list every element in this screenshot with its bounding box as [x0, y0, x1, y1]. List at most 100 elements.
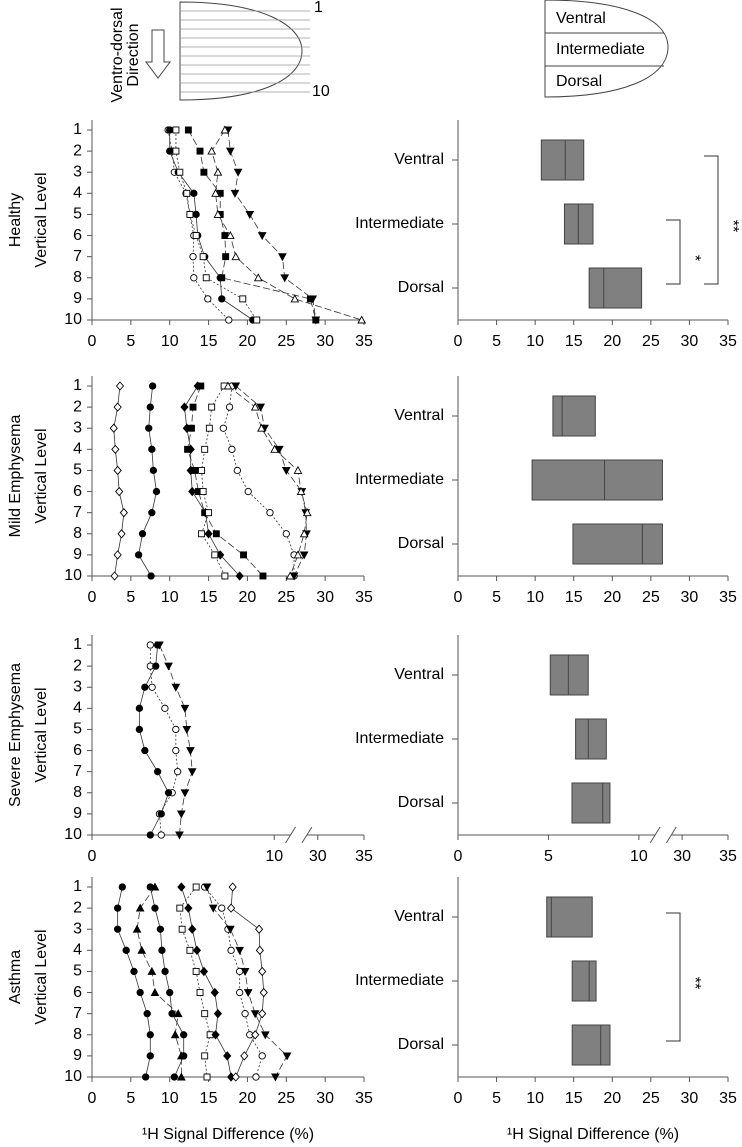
marker	[176, 168, 184, 176]
marker	[170, 1073, 179, 1081]
y-axis-label: Vertical Level	[33, 428, 50, 523]
series-line	[187, 385, 264, 577]
y-axis-label: Vertical Level	[33, 687, 50, 782]
marker	[357, 315, 367, 324]
marker	[299, 551, 309, 560]
marker	[151, 904, 159, 912]
level-bottom: 10	[312, 83, 330, 100]
marker	[196, 147, 204, 155]
marker	[251, 1030, 260, 1040]
category-label: Dorsal	[398, 1036, 444, 1053]
marker	[178, 925, 186, 933]
y-tick-label: 7	[73, 248, 82, 265]
marker	[113, 904, 122, 912]
region-diagram: Ventral Intermediate Dorsal	[544, 0, 669, 98]
x-tick-label: 0	[454, 589, 463, 606]
marker	[225, 403, 234, 411]
marker	[113, 465, 122, 476]
marker	[164, 789, 173, 797]
significance-label: **	[724, 220, 741, 232]
marker	[143, 1010, 151, 1018]
marker	[199, 488, 207, 496]
marker	[132, 924, 142, 933]
series-line	[113, 385, 125, 577]
y-tick-label: 6	[73, 227, 82, 244]
x-tick-label: 20	[239, 589, 257, 606]
x-tick-label: 0	[88, 1090, 97, 1107]
marker	[146, 1031, 154, 1039]
marker	[170, 1030, 180, 1039]
marker	[177, 1072, 186, 1081]
series-line	[179, 886, 211, 1078]
marker	[250, 402, 260, 411]
x-tick-label: 30	[673, 848, 691, 865]
marker	[138, 530, 147, 538]
marker	[231, 382, 241, 391]
x-tick-label: 30	[316, 333, 334, 350]
marker	[256, 403, 265, 412]
row-title: Severe Emphysema	[7, 663, 24, 807]
marker	[146, 641, 154, 649]
x-tick-label: 5	[126, 589, 135, 606]
box	[571, 960, 597, 1002]
marker	[109, 423, 118, 433]
significance-bracket	[704, 155, 719, 285]
y-tick-label: 5	[73, 206, 82, 223]
y-tick-label: 9	[73, 1047, 82, 1064]
x-tick-label: 20	[239, 1090, 257, 1107]
marker	[223, 1051, 232, 1061]
significance-bracket	[666, 912, 681, 1042]
marker	[241, 1010, 249, 1018]
x-tick-label: 35	[719, 848, 737, 865]
x-tick-label: 10	[526, 333, 544, 350]
y-tick-label: 5	[73, 462, 82, 479]
x-tick-label: 0	[88, 333, 97, 350]
category-label: Dorsal	[398, 794, 444, 811]
marker	[172, 147, 180, 155]
y-tick-label: 4	[73, 700, 82, 717]
y-tick-label: 8	[73, 269, 82, 286]
y-tick-label: 8	[73, 525, 82, 542]
x-tick-label: 5	[492, 589, 501, 606]
marker	[148, 683, 156, 691]
y-tick-label: 2	[73, 142, 82, 159]
marker	[212, 530, 220, 538]
x-tick-label: 0	[454, 333, 463, 350]
series-line	[184, 385, 240, 577]
y-tick-label: 9	[73, 290, 82, 307]
category-label: Intermediate	[355, 730, 444, 747]
series-line	[169, 130, 254, 321]
marker	[278, 253, 287, 262]
marker	[204, 529, 213, 539]
significance-bracket	[666, 219, 681, 285]
marker	[253, 273, 263, 282]
marker	[258, 966, 267, 977]
marker	[113, 550, 122, 560]
marker	[231, 252, 241, 261]
y-tick-label: 7	[73, 763, 82, 780]
marker	[136, 988, 144, 997]
x-tick-label: 0	[454, 1090, 463, 1107]
x-axis-label: ¹H Signal Difference (%)	[142, 1126, 314, 1143]
marker	[222, 253, 230, 261]
marker	[210, 987, 219, 998]
marker	[115, 486, 124, 497]
x-tick-label: 30	[681, 589, 699, 606]
marker	[240, 1051, 249, 1061]
marker	[187, 768, 197, 777]
row-title: Mild Emphysema	[7, 415, 24, 538]
x-tick-label: 25	[642, 333, 660, 350]
marker	[285, 571, 295, 580]
marker	[186, 210, 194, 218]
level-top: 1	[314, 0, 323, 16]
y-tick-label: 1	[73, 878, 82, 895]
series-line	[180, 886, 232, 1078]
marker	[211, 188, 220, 197]
x-tick-label: 30	[681, 333, 699, 350]
row-title: Asthma	[7, 950, 24, 1004]
marker	[205, 424, 213, 432]
marker	[158, 946, 166, 954]
marker	[211, 1030, 220, 1040]
marker	[254, 924, 264, 934]
region-label: Dorsal	[556, 73, 602, 90]
